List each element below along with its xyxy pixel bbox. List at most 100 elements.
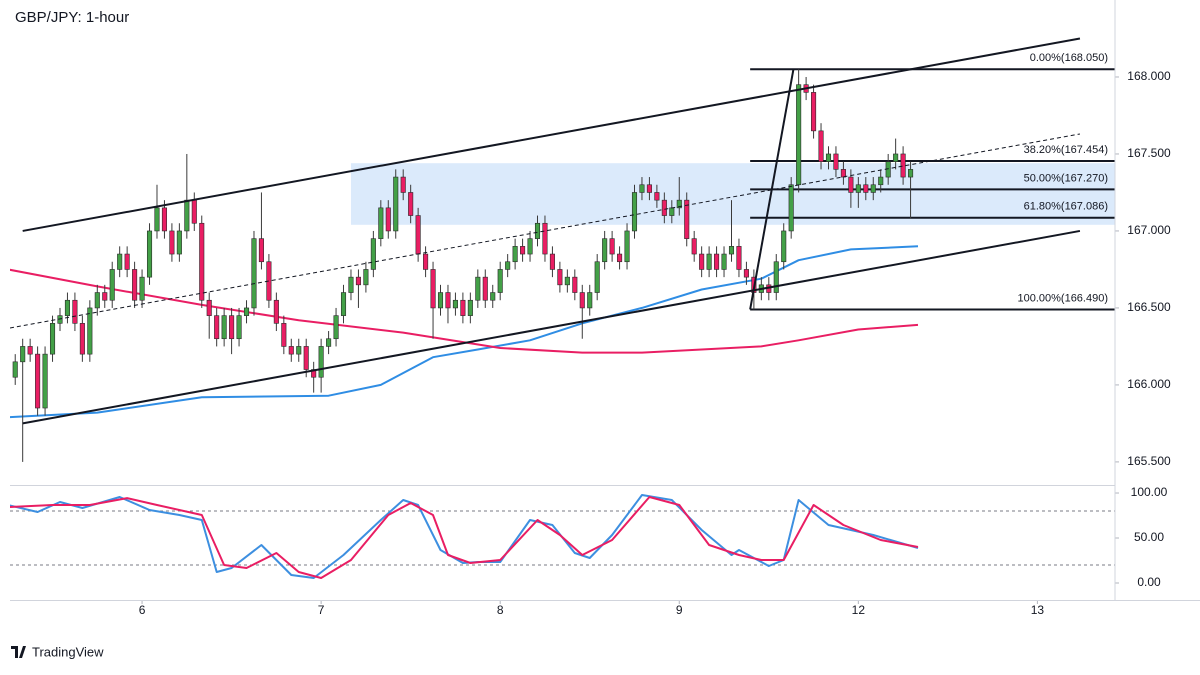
candle-body: [557, 269, 563, 286]
candle-body: [669, 207, 675, 216]
candle-body: [631, 192, 638, 232]
trend-line: [10, 133, 1081, 329]
candle-body: [594, 261, 600, 293]
candle-body: [900, 153, 906, 178]
candle-body: [527, 238, 533, 255]
candle-body: [258, 238, 264, 263]
candle-body: [699, 253, 705, 270]
y-tick-label: 50.00: [1134, 530, 1164, 544]
x-tick-label: 7: [318, 603, 325, 617]
y-tick-label: 166.000: [1127, 377, 1171, 391]
candle-body: [132, 269, 138, 301]
candle-body: [318, 346, 324, 378]
candle-body: [296, 346, 302, 355]
candle-body: [169, 230, 175, 255]
fib-label: 61.80%(167.086): [1024, 201, 1108, 213]
candle-body: [818, 130, 824, 162]
trend-line: [22, 37, 1081, 232]
candle-body: [191, 199, 197, 224]
candle-body: [430, 269, 436, 309]
candle-body: [57, 315, 63, 324]
candle-body: [146, 230, 153, 278]
candle-body: [437, 292, 444, 309]
candle-body: [408, 192, 414, 216]
candle-body: [684, 199, 690, 239]
candle-body: [288, 346, 294, 355]
candle-body: [281, 323, 287, 347]
candle-body: [12, 361, 18, 378]
candle-body: [721, 253, 727, 270]
panel: [10, 494, 1115, 579]
candle-body: [855, 184, 861, 193]
candle-body: [117, 253, 123, 270]
series-line: [10, 496, 919, 579]
candle-body: [64, 299, 70, 316]
candle-body: [863, 184, 869, 193]
candle-body: [184, 199, 190, 232]
candle-body: [415, 215, 421, 255]
candle-body: [893, 153, 899, 162]
brand-name: TradingView: [32, 644, 104, 659]
candle-body: [676, 199, 682, 209]
candle-body: [467, 299, 473, 316]
trend-line: [22, 229, 1081, 425]
candle-body: [512, 246, 518, 263]
candle-body: [878, 176, 884, 186]
fib-label: 0.00%(168.050): [1030, 52, 1108, 64]
candle-body: [482, 276, 488, 301]
chart-title: GBP/JPY: 1-hour: [15, 9, 129, 26]
candle-body: [870, 184, 876, 193]
candle-body: [743, 269, 749, 278]
candle-body: [333, 315, 339, 340]
fib-label: 50.00%(167.270): [1024, 172, 1108, 184]
candle-body: [400, 176, 406, 193]
candle-body: [94, 292, 100, 309]
y-tick-label: 166.500: [1127, 300, 1171, 314]
candle-body: [303, 346, 309, 370]
candle-body: [72, 299, 78, 324]
y-tick-label: 168.000: [1127, 69, 1171, 83]
zone: [350, 163, 1115, 225]
logo: TradingView: [11, 644, 104, 659]
candle-body: [370, 238, 376, 270]
candle-body: [363, 269, 369, 286]
candle-body: [199, 222, 205, 301]
candle-body: [102, 292, 108, 301]
candle-body: [475, 276, 481, 301]
panel: [10, 37, 1115, 462]
candle-body: [788, 184, 794, 232]
candle-body: [452, 299, 458, 309]
candle-body: [236, 315, 242, 340]
candle-body: [139, 276, 145, 301]
candle-body: [176, 230, 182, 255]
candle-body: [20, 346, 26, 363]
candle-body: [154, 207, 160, 232]
candle-body: [340, 292, 347, 316]
plot-layer: 168.000 167.500 167.000 166.500 166.000 165.5…: [10, 37, 1171, 617]
y-tick-label: 165.500: [1127, 454, 1171, 468]
candle-body: [811, 92, 817, 132]
candle-body: [781, 230, 787, 263]
candle-body: [445, 292, 451, 309]
candle-body: [639, 184, 645, 193]
candle-body: [27, 346, 33, 355]
candle-body: [534, 222, 541, 239]
candle-body: [385, 207, 391, 232]
candle-body: [609, 238, 615, 255]
candle-body: [848, 176, 854, 193]
candle-body: [42, 353, 48, 409]
candle-body: [124, 253, 130, 270]
candle-body: [542, 222, 548, 255]
candle-body: [773, 261, 779, 293]
candle-body: [520, 246, 526, 255]
candle-body: [714, 253, 720, 270]
candle-body: [214, 315, 220, 340]
candle-body: [661, 199, 667, 216]
candle-body: [49, 323, 56, 355]
candle-body: [355, 276, 361, 286]
candle-body: [908, 169, 914, 178]
candle-body: [206, 299, 212, 316]
candle-body: [706, 253, 712, 270]
candle-body: [460, 299, 466, 316]
